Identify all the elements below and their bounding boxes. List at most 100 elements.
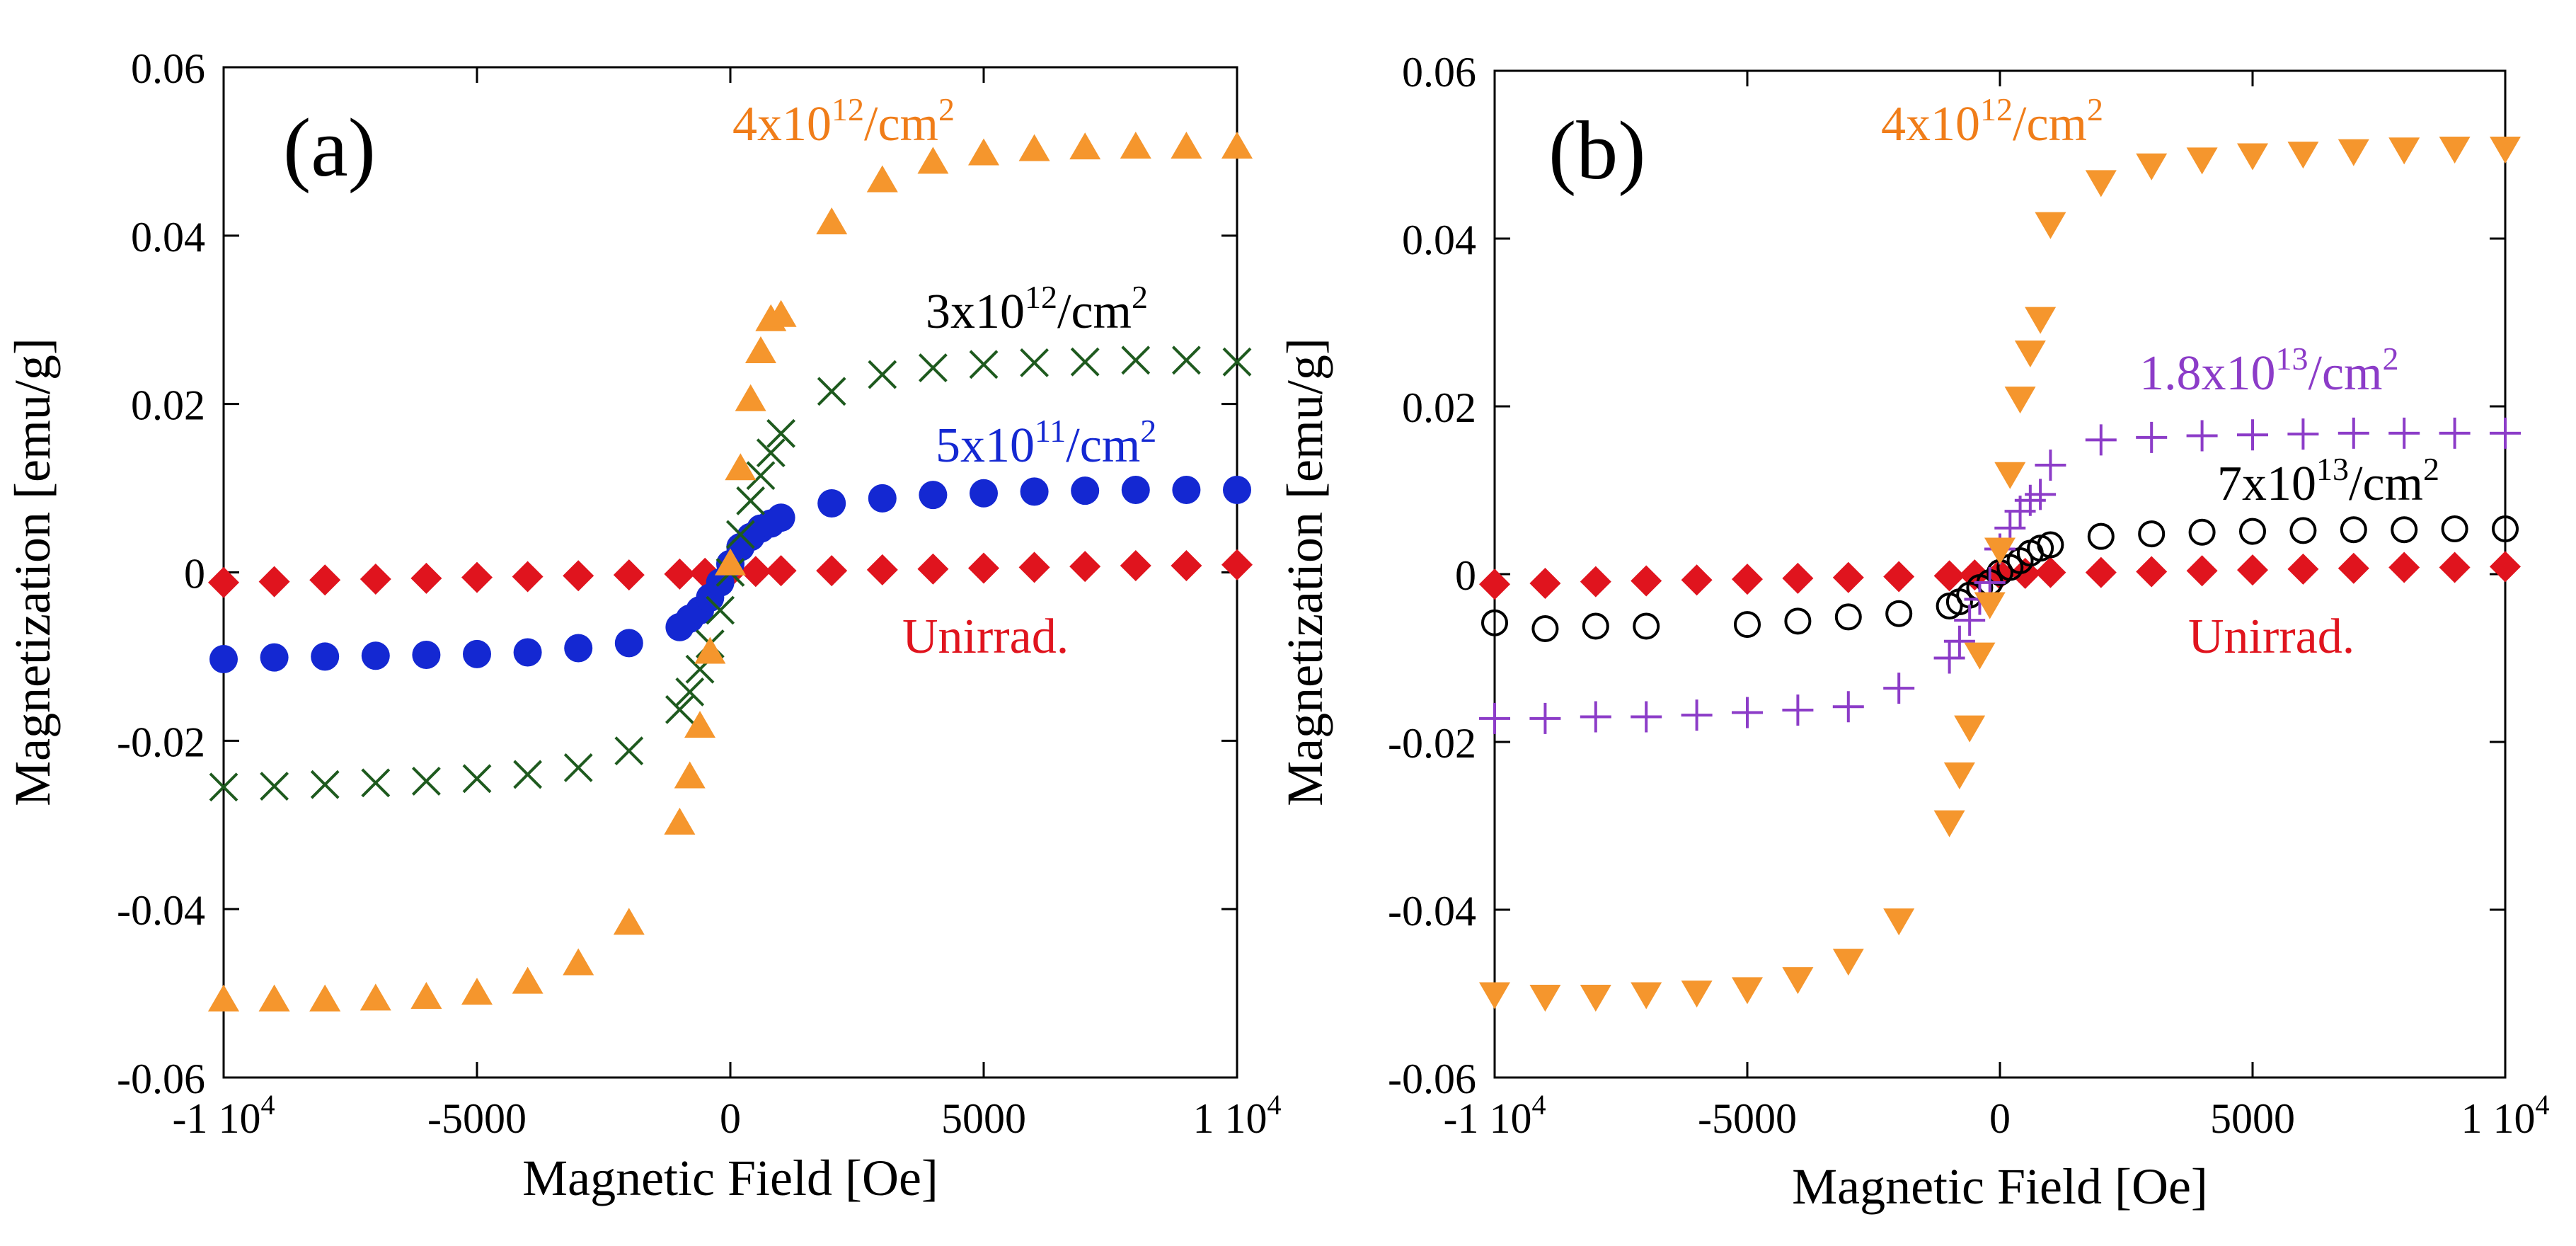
data-point-plus (1732, 697, 1763, 728)
annotation-orange-b-unit: /cm (2013, 97, 2087, 152)
y-tick-label: 0.02 (131, 382, 205, 429)
y-axis-label-b: Magnetization [emu/g] (1277, 338, 1333, 806)
data-point-triangle-down (2004, 387, 2036, 414)
y-tick-label: -0.04 (117, 887, 205, 934)
y-axis-label-a: Magnetization [emu/g] (4, 338, 61, 806)
data-point-circle-open (2037, 531, 2064, 559)
data-point-circle-filled (564, 634, 593, 663)
data-point-x (706, 595, 735, 625)
data-point-triangle-down (1933, 810, 1965, 838)
annotation-black-b-base: 7x10 (2217, 457, 2316, 511)
data-point-diamond (1018, 551, 1050, 583)
y-tick-label: 0 (1455, 552, 1476, 599)
data-point-diamond (1732, 564, 1763, 595)
data-point-diamond (917, 553, 949, 585)
data-point-plus (2085, 424, 2117, 456)
data-point-triangle-up (208, 984, 239, 1012)
data-point-x (260, 772, 289, 801)
data-point-diamond (2490, 551, 2521, 583)
annotation-black-a-exp: 12 (1025, 279, 1057, 315)
data-point-triangle-down (1943, 762, 1975, 790)
annotation-orange-a-unit: /cm (864, 97, 938, 152)
data-point-diamond (2439, 551, 2471, 583)
annotation-blue-a: 5x1011/cm2 (936, 413, 1156, 473)
data-point-x (411, 766, 441, 796)
data-point-diamond (2085, 556, 2117, 588)
annotation-orange-a-pow: 2 (938, 91, 955, 127)
data-point-circle-filled (412, 641, 441, 670)
data-point-x (1070, 347, 1100, 377)
data-point-triangle-down (1883, 908, 1915, 936)
data-point-plus (1943, 625, 1975, 657)
data-point-x (614, 736, 644, 766)
data-point-triangle-down (1994, 462, 2026, 489)
data-point-triangle-down (1631, 982, 1662, 1010)
data-point-triangle-down (1954, 715, 1986, 743)
data-point-triangle-up (694, 636, 726, 664)
data-point-plus (2338, 417, 2369, 449)
data-point-triangle-up (725, 453, 757, 481)
x-tick-label: -1 104 (1444, 1089, 1546, 1142)
data-point-x (766, 418, 796, 448)
data-point-triangle-down (1580, 985, 1611, 1012)
data-point-triangle-down (2490, 137, 2521, 164)
data-point-circle-open (2138, 520, 2166, 548)
panel-label-a: (a) (283, 101, 376, 194)
annotation-orange-a-exp: 12 (832, 91, 864, 127)
data-point-diamond (740, 556, 771, 588)
data-point-triangle-down (2338, 139, 2369, 166)
data-point-x (969, 350, 999, 379)
annotation-black-b-exp: 13 (2316, 451, 2349, 487)
data-point-diamond (765, 555, 797, 587)
data-point-x (1020, 348, 1050, 377)
y-tick-label: -0.06 (117, 1056, 205, 1102)
annotation-blue-a-pow: 2 (1140, 413, 1156, 449)
data-point-circle-open (1784, 607, 1812, 635)
data-point-circle-open (1582, 612, 1609, 640)
data-point-plus (2035, 449, 2066, 481)
data-point-circle-open (2188, 518, 2216, 546)
data-point-diamond (1580, 566, 1611, 598)
data-point-circle-open (2391, 516, 2418, 544)
data-point-circle-filled (209, 644, 238, 673)
data-point-diamond (968, 552, 999, 584)
data-point-plus (1529, 702, 1561, 734)
data-point-diamond (258, 566, 290, 598)
data-point-diamond (1221, 549, 1253, 581)
data-point-triangle-up (674, 761, 706, 789)
data-point-triangle-up (684, 711, 716, 738)
data-point-triangle-down (2388, 137, 2420, 165)
data-point-diamond (563, 560, 594, 592)
data-point-diamond (512, 561, 544, 593)
data-point-triangle-down (2025, 307, 2057, 334)
data-point-triangle-up (1018, 134, 1050, 161)
data-point-diamond (1782, 562, 1814, 594)
annotation-black-a: 3x1012/cm2 (926, 279, 1148, 339)
data-point-x (563, 753, 593, 782)
data-point-diamond (410, 562, 442, 594)
data-point-triangle-down (2014, 340, 2046, 367)
data-point-triangle-up (410, 982, 442, 1010)
annotation-black-b-unit: /cm (2349, 457, 2423, 511)
data-point-triangle-down (2439, 137, 2471, 164)
annotation-orange-a: 4x1012/cm2 (732, 91, 955, 152)
data-point-circle-filled (311, 642, 340, 671)
data-point-triangle-down (1732, 977, 1763, 1005)
data-point-circle-open (1481, 609, 1508, 636)
data-point-x (868, 360, 897, 389)
annotation-black-a-pow: 2 (1132, 279, 1148, 315)
data-point-x (1121, 345, 1151, 375)
data-point-circle-open (1633, 612, 1660, 640)
annotation-blue-a-unit: /cm (1066, 418, 1140, 473)
data-point-diamond (2136, 556, 2168, 588)
data-point-circle-open (1834, 603, 1862, 631)
data-point-plus (1883, 673, 1915, 704)
annotation-blue-a-exp: 11 (1035, 413, 1066, 449)
data-point-triangle-down (2085, 170, 2117, 198)
data-point-plus (2490, 417, 2521, 449)
data-point-plus (2025, 479, 2057, 510)
data-point-diamond (1681, 564, 1713, 596)
data-point-triangle-down (2035, 212, 2066, 239)
data-point-circle-open (2239, 518, 2266, 545)
data-point-diamond (1171, 549, 1202, 581)
